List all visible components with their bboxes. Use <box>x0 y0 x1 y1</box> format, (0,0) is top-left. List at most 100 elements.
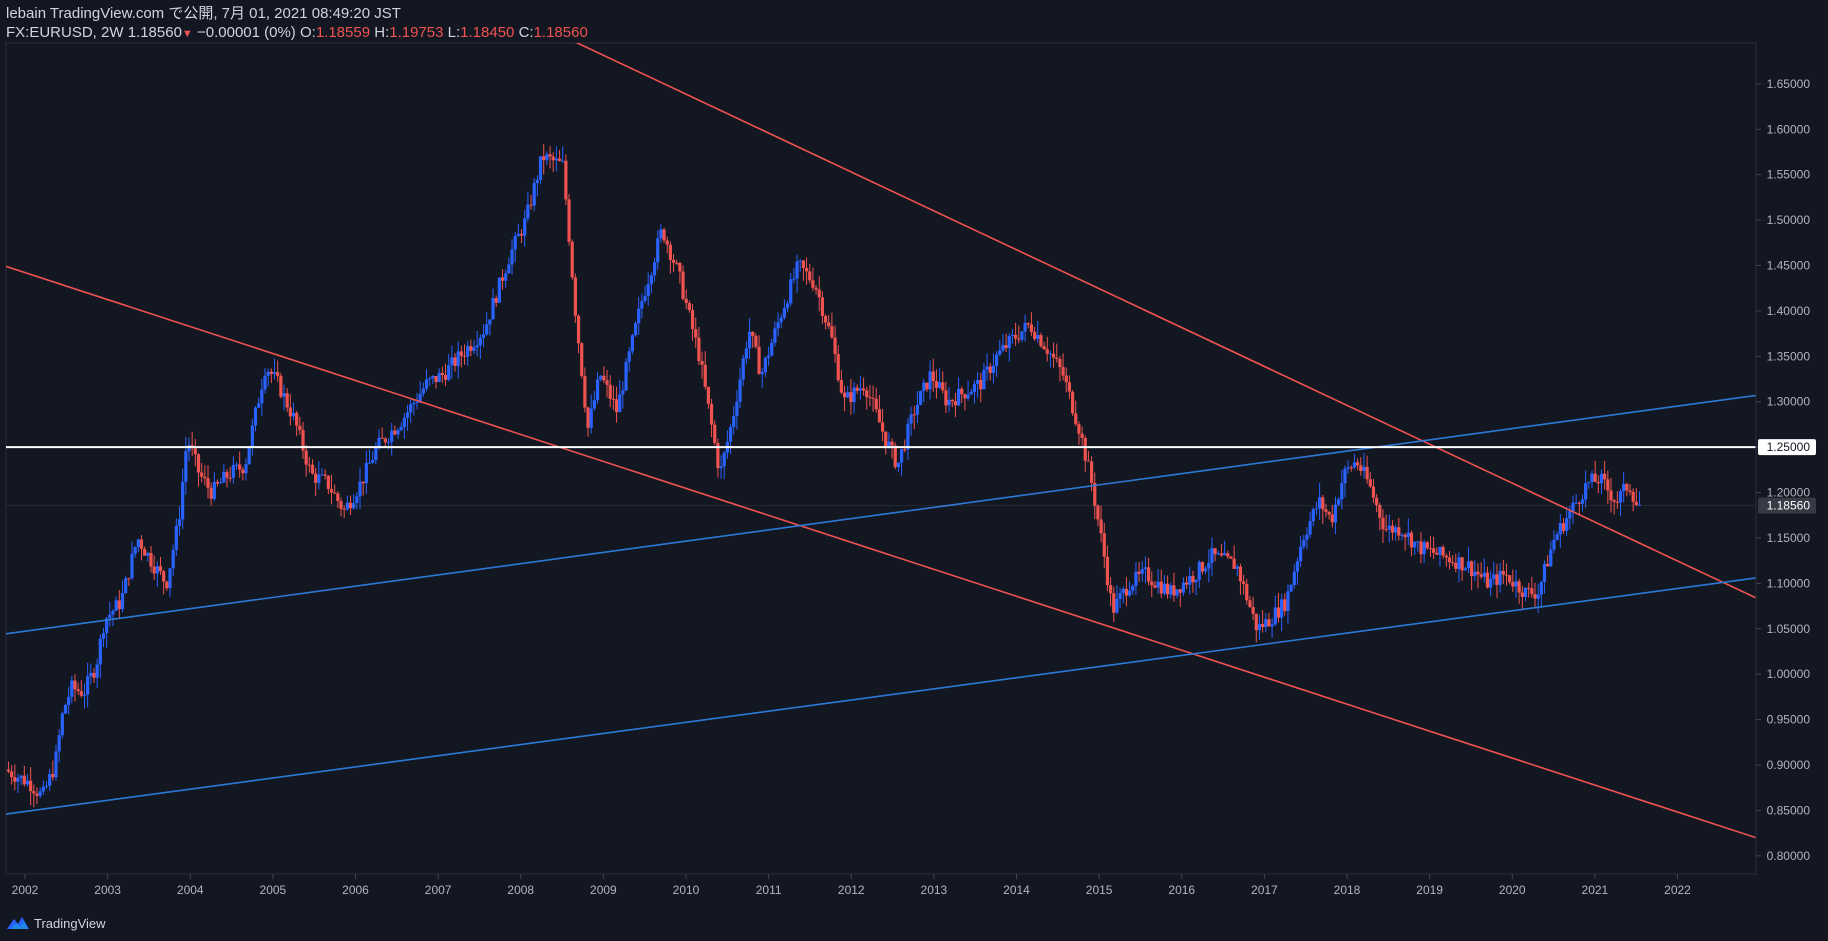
candle-body <box>551 156 555 161</box>
candle-body <box>485 324 489 335</box>
candle-body <box>320 474 324 476</box>
candle-body <box>861 388 866 391</box>
candle-body <box>1108 585 1113 594</box>
candle-body <box>804 268 809 272</box>
candle-body <box>1302 539 1306 547</box>
candle-body <box>48 773 52 786</box>
candle-body <box>1200 562 1205 572</box>
candle-body <box>1337 499 1341 505</box>
candle-body <box>89 672 93 677</box>
candle-body <box>168 568 172 589</box>
candle-body <box>776 322 780 329</box>
price-tick-label: 1.10000 <box>1767 576 1811 590</box>
candle-body <box>1441 546 1445 556</box>
candle-body <box>915 404 920 415</box>
down-arrow-icon: ▼ <box>181 28 193 40</box>
candle-body <box>266 371 270 376</box>
candle-body <box>1508 575 1512 583</box>
symbol-label[interactable]: FX:EURUSD, 2W <box>6 24 124 41</box>
candle-body <box>222 471 226 483</box>
candle-body <box>1416 541 1420 543</box>
candle-body <box>364 462 368 484</box>
time-axis[interactable]: 2002 2003 2004 2005 2006 2007 2008 2009 2010 2011… <box>6 873 1756 897</box>
candle-body <box>906 423 910 450</box>
candle-body <box>1438 546 1442 555</box>
candle-body <box>1270 624 1274 627</box>
candle-body <box>592 400 596 409</box>
candle-body <box>440 373 444 376</box>
candle-body <box>1609 490 1613 501</box>
candle-body <box>253 407 258 426</box>
candle-body <box>855 387 859 391</box>
candle-body <box>627 351 631 362</box>
candle-body <box>339 501 343 509</box>
candle-body <box>1118 593 1122 599</box>
candle-body <box>352 502 356 509</box>
candle-body <box>1463 568 1467 571</box>
candle-body <box>1527 587 1531 589</box>
candle-body <box>846 392 850 398</box>
candle-body <box>1295 561 1300 572</box>
candle-body <box>1409 532 1414 548</box>
candle-body <box>1375 497 1379 505</box>
candle-body <box>972 383 977 392</box>
candle-body <box>1381 517 1385 530</box>
candle-body <box>1523 587 1528 597</box>
candle-body <box>716 442 720 469</box>
candle-body <box>1561 523 1566 531</box>
candle-body <box>510 249 514 265</box>
candle-body <box>1032 331 1037 339</box>
candle-body <box>35 793 39 796</box>
plot-area[interactable] <box>5 42 1757 875</box>
candle-body <box>371 460 375 463</box>
high-label: H: <box>374 24 390 41</box>
price-tick-label: 0.85000 <box>1767 803 1811 817</box>
candle-body <box>1289 584 1293 592</box>
candle-body <box>76 689 80 692</box>
candle-body <box>817 289 821 298</box>
candle-body <box>1124 588 1129 596</box>
candle-body <box>1356 462 1360 466</box>
candle-body <box>1067 382 1072 392</box>
candle-body <box>358 481 362 497</box>
candle-body <box>909 414 913 424</box>
candle-body <box>633 323 638 336</box>
candle-body <box>146 552 150 556</box>
publisher-line: lebain TradingView.com で公開, 7月 01, 2021 … <box>6 5 401 22</box>
candle-body <box>922 382 926 392</box>
candle-body <box>1565 518 1569 531</box>
candle-body <box>874 398 878 410</box>
time-tick-label: 2004 <box>177 883 204 897</box>
candle-body <box>16 777 20 782</box>
candle-body <box>127 578 131 580</box>
candle-body <box>941 382 945 391</box>
candle-body <box>637 308 641 324</box>
candle-body <box>1140 569 1144 574</box>
candle-body <box>738 379 742 402</box>
candle-body <box>557 158 562 162</box>
candle-body <box>896 462 901 468</box>
candle-body <box>1473 571 1477 577</box>
candle-body <box>1143 567 1148 570</box>
lower-support-line <box>6 577 1756 815</box>
candle-body <box>567 199 571 242</box>
last-price: 1.18560 <box>127 24 182 41</box>
candle-body <box>1280 599 1284 618</box>
candle-body <box>865 390 869 398</box>
candle-body <box>130 553 134 579</box>
candle-body <box>298 425 302 430</box>
candle-body <box>545 154 549 161</box>
candle-body <box>561 160 565 162</box>
candle-body <box>1267 619 1271 627</box>
candle-body <box>1482 572 1486 577</box>
candle-body <box>57 735 61 752</box>
candle-body <box>1533 594 1537 599</box>
candle-body <box>1137 571 1141 574</box>
candle-body <box>1314 508 1319 510</box>
price-axis[interactable]: 1.65000 1.60000 1.55000 1.50000 1.45000 1.400… <box>1755 43 1811 874</box>
candle-body <box>982 369 986 390</box>
candle-body <box>564 160 568 200</box>
candle-body <box>735 401 739 417</box>
candle-body <box>1451 562 1455 564</box>
